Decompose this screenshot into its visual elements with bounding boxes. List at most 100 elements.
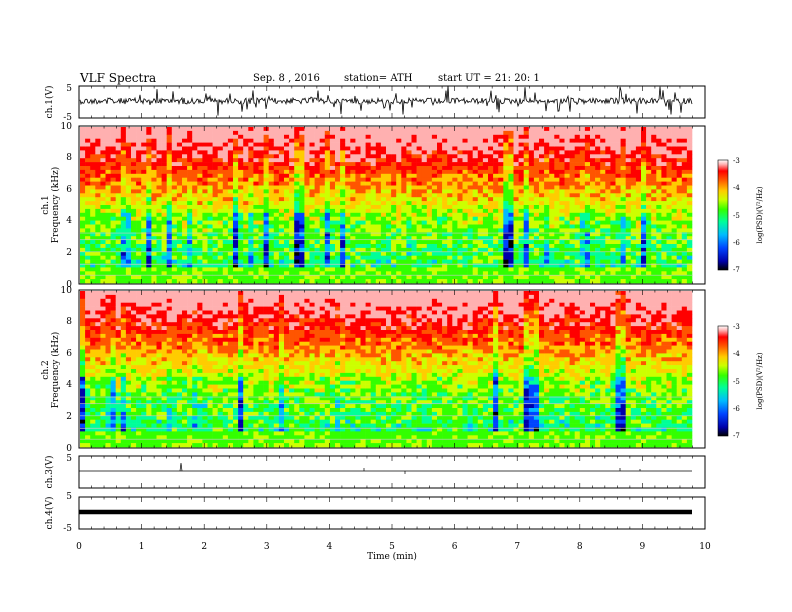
spectrogram-cell	[345, 201, 351, 206]
spectrogram-cell	[329, 251, 336, 256]
spectrogram-cell	[549, 193, 555, 198]
spectrogram-cell	[151, 185, 157, 190]
spectrogram-cell	[681, 169, 688, 175]
spectrogram-cell	[345, 189, 351, 194]
spectrogram-cell	[508, 244, 514, 249]
spectrogram-cell	[120, 208, 127, 214]
spectrogram-cell	[136, 162, 142, 167]
spectrogram-cell	[426, 169, 433, 175]
spectrogram-cell	[197, 166, 203, 171]
spectrogram-cell	[238, 236, 244, 241]
spectrogram-cell	[615, 169, 621, 175]
ch1-ytick-top: 5	[66, 84, 72, 94]
spectrogram-cell	[335, 216, 341, 221]
spectrogram-cell	[105, 142, 111, 147]
spectrogram-cell	[248, 130, 254, 136]
spectrogram-cell	[574, 138, 581, 143]
spectrogram-cell	[467, 127, 473, 132]
spectrogram-cell	[263, 236, 269, 241]
spectrogram-cell	[579, 166, 586, 171]
spectrogram-cell	[125, 205, 132, 210]
spectrogram-cell	[406, 134, 412, 139]
spectrogram-cell	[115, 189, 122, 194]
spectrogram-cell	[686, 150, 693, 155]
spectrogram-cell	[615, 212, 621, 217]
spectrogram-cell	[666, 271, 672, 276]
spectrogram-cell	[656, 177, 662, 182]
spectrogram-cell	[335, 154, 341, 159]
spectrogram-cell	[584, 236, 591, 241]
spectrogram-cell	[391, 267, 397, 272]
spectrogram-cell	[278, 247, 285, 253]
spectrogram-cell	[605, 185, 611, 190]
date-label: Sep. 8 , 2016	[253, 73, 320, 84]
spectrogram-cell	[584, 181, 591, 186]
spectrogram-cell	[590, 279, 596, 284]
spectrogram-cell	[100, 142, 106, 147]
spectrogram-cell	[80, 259, 86, 264]
spectrogram-cell	[523, 271, 530, 276]
spectrogram-cell	[416, 255, 422, 260]
spectrogram-cell	[513, 181, 519, 186]
spectrogram-cell	[579, 173, 586, 178]
spectrogram-cell	[498, 279, 504, 284]
spectrogram-cell	[574, 142, 581, 147]
spectrogram-cell	[197, 189, 203, 194]
spectrogram-cell	[452, 146, 458, 151]
spectrogram-cell	[671, 275, 677, 280]
spectrogram-cell	[508, 279, 514, 284]
spectrogram-cell	[590, 181, 596, 186]
spectrogram-cell	[467, 193, 473, 198]
spectrogram-cell	[233, 146, 239, 151]
spectrogram-cell	[258, 224, 264, 229]
spectrogram-cell	[161, 271, 167, 276]
spectrogram-cell	[100, 162, 106, 167]
spectrogram-cell	[238, 189, 244, 194]
spectrogram-cell	[554, 263, 560, 268]
spectrogram-cell	[80, 314, 86, 319]
spectrogram-cell	[635, 150, 642, 155]
spectrogram-cell	[238, 247, 244, 253]
spectrogram-cell	[197, 150, 203, 155]
spectrogram-cell	[401, 127, 407, 132]
spectrogram-cell	[513, 228, 519, 233]
spectrogram-cell	[278, 134, 285, 139]
spectrogram-cell	[176, 158, 183, 163]
spectrogram-cell	[350, 197, 356, 202]
spectrogram-cell	[595, 127, 601, 132]
spectrogram-cell	[595, 275, 601, 280]
spectrogram-cell	[243, 263, 249, 268]
spectrogram-cell	[574, 169, 581, 175]
spectrogram-cell	[253, 154, 259, 159]
spectrogram-cell	[467, 150, 473, 155]
spectrogram-cell	[227, 279, 234, 284]
spectrogram-cell	[182, 255, 188, 260]
spectrogram-cell	[646, 259, 652, 264]
spectrogram-cell	[625, 224, 632, 229]
spectrogram-cell	[131, 208, 137, 214]
spectrogram-cell	[207, 251, 213, 256]
spectrogram-cell	[528, 154, 535, 159]
spectrogram-cell	[493, 177, 499, 182]
spectrogram-cell	[136, 158, 142, 163]
spectrogram-cell	[95, 404, 101, 409]
spectrogram-cell	[544, 244, 550, 249]
spectrogram-cell	[309, 247, 315, 253]
spectrogram-cell	[161, 267, 167, 272]
spectrogram-cell	[324, 150, 331, 155]
spectrogram-cell	[100, 220, 106, 225]
spectrogram-cell	[452, 220, 458, 225]
spectrogram-cell	[370, 212, 377, 217]
spectrogram-cell	[646, 138, 652, 143]
spectrogram-cell	[681, 255, 688, 260]
spectrogram-cell	[90, 228, 96, 233]
spectrogram-cell	[248, 263, 254, 268]
spectrogram-cell	[656, 150, 662, 155]
spectrogram-cell	[345, 169, 351, 175]
spectrogram-cell	[217, 244, 224, 249]
spectrogram-cell	[605, 279, 611, 284]
spectrogram-cell	[503, 127, 509, 132]
spectrogram-cell	[661, 158, 667, 163]
spectrogram-cell	[294, 177, 300, 182]
spectrogram-cell	[360, 177, 366, 182]
